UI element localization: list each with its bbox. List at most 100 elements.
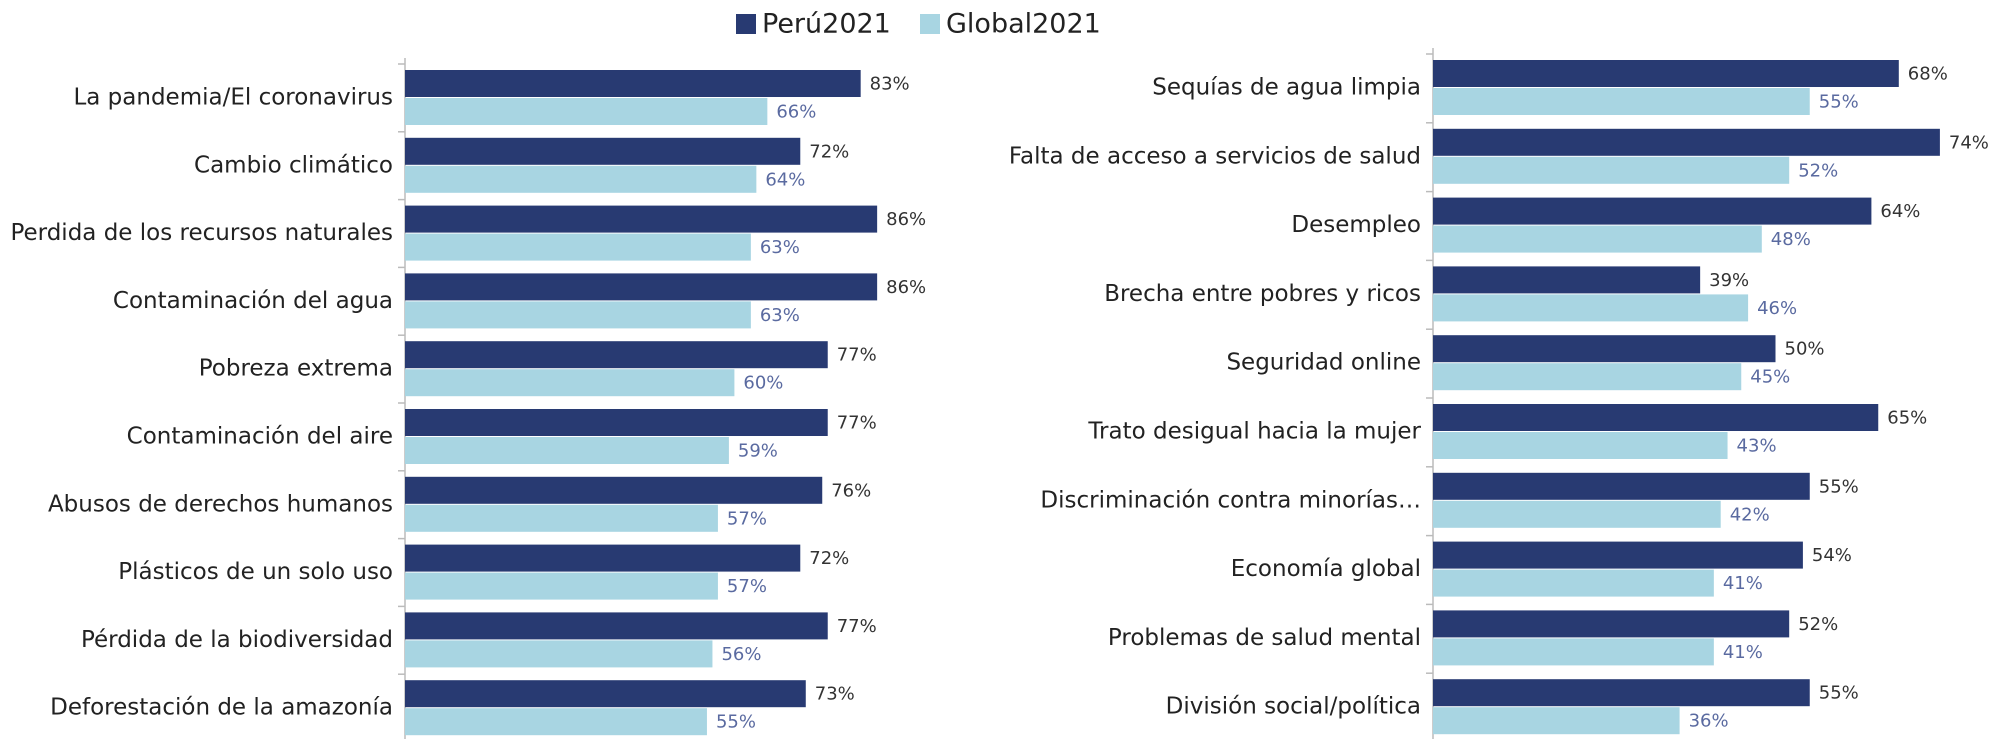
bar	[405, 708, 707, 736]
value-label: 86%	[886, 209, 926, 230]
category-label: Desempleo	[1291, 212, 1421, 238]
bar	[1433, 363, 1742, 391]
bar	[1433, 569, 1714, 597]
category-label: Contaminación del agua	[113, 288, 393, 314]
value-label: 57%	[727, 508, 767, 529]
bar	[1433, 294, 1749, 322]
bar	[405, 98, 768, 125]
legend-swatch	[736, 14, 756, 34]
value-label: 46%	[1757, 298, 1797, 319]
bar	[1433, 128, 1940, 156]
legend-swatch	[920, 14, 940, 34]
value-label: 64%	[1880, 201, 1920, 222]
value-label: 86%	[886, 277, 926, 298]
value-label: 52%	[1798, 614, 1838, 635]
category-label: Deforestación de la amazonía	[50, 695, 393, 721]
bar	[1433, 472, 1810, 500]
bar	[405, 70, 861, 97]
bar	[405, 233, 751, 261]
bar	[405, 680, 806, 708]
value-label: 42%	[1730, 504, 1770, 525]
value-label: 50%	[1785, 339, 1825, 360]
category-label: Contaminación del aire	[127, 424, 393, 450]
category-label: Plásticos de un solo uso	[118, 559, 393, 585]
category-label: Sequías de agua limpia	[1152, 75, 1421, 101]
bar	[405, 572, 718, 600]
bar	[1433, 432, 1728, 459]
bar	[405, 437, 729, 464]
category-label: Abusos de derechos humanos	[48, 491, 393, 517]
bar	[405, 301, 751, 329]
value-label: 74%	[1949, 132, 1989, 153]
value-label: 63%	[760, 237, 800, 258]
category-label: La pandemia/El coronavirus	[73, 85, 393, 111]
category-label: Falta de acceso a servicios de salud	[1009, 143, 1421, 169]
bar	[1433, 500, 1721, 528]
category-label: Pérdida de la biodiversidad	[81, 627, 393, 653]
category-label: Brecha entre pobres y ricos	[1104, 281, 1421, 307]
bar	[1433, 266, 1701, 294]
value-label: 41%	[1723, 642, 1763, 663]
bar	[405, 612, 828, 640]
category-label: Problemas de salud mental	[1108, 625, 1421, 651]
value-label: 59%	[738, 441, 778, 462]
category-label: Seguridad online	[1226, 350, 1421, 376]
bar	[405, 640, 713, 668]
bar	[405, 341, 828, 369]
bar	[405, 409, 828, 436]
value-label: 45%	[1750, 367, 1790, 388]
value-label: 55%	[716, 712, 756, 733]
bar	[1433, 638, 1714, 666]
value-label: 55%	[1819, 683, 1859, 704]
bar	[405, 165, 757, 193]
value-label: 83%	[870, 74, 910, 95]
category-label: Discriminación contra minorías…	[1040, 487, 1421, 513]
value-label: 56%	[721, 644, 761, 665]
value-label: 54%	[1812, 545, 1852, 566]
value-label: 63%	[760, 305, 800, 326]
value-label: 77%	[837, 616, 877, 637]
category-label: División social/política	[1166, 694, 1421, 720]
value-label: 76%	[831, 480, 871, 501]
bar	[405, 544, 801, 572]
value-label: 64%	[765, 169, 805, 190]
bar	[405, 205, 878, 233]
bar	[1433, 707, 1680, 735]
bar	[405, 476, 823, 504]
value-label: 68%	[1908, 64, 1948, 85]
category-label: Pobreza extrema	[199, 356, 393, 382]
category-label: Perdida de los recursos naturales	[10, 220, 393, 246]
value-label: 77%	[837, 345, 877, 366]
bar	[405, 369, 735, 397]
value-label: 77%	[837, 413, 877, 434]
value-label: 36%	[1689, 711, 1729, 732]
category-label: Economía global	[1231, 556, 1421, 582]
value-label: 52%	[1798, 160, 1838, 181]
bar	[1433, 60, 1899, 87]
bar	[1433, 197, 1872, 225]
bar	[405, 273, 878, 301]
value-label: 72%	[809, 548, 849, 569]
bar	[1433, 156, 1790, 184]
value-label: 48%	[1771, 229, 1811, 250]
bar	[1433, 404, 1879, 431]
value-label: 66%	[776, 102, 816, 123]
bar	[1433, 679, 1810, 707]
bar	[1433, 541, 1803, 569]
bar	[1433, 610, 1790, 638]
value-label: 65%	[1887, 408, 1927, 429]
value-label: 72%	[809, 141, 849, 162]
legend-label: Perú2021	[762, 9, 891, 40]
legend-label: Global2021	[946, 9, 1101, 40]
category-label: Trato desigual hacia la mujer	[1087, 419, 1421, 445]
bar	[405, 504, 718, 532]
value-label: 41%	[1723, 573, 1763, 594]
value-label: 57%	[727, 576, 767, 597]
bar	[405, 137, 801, 165]
category-label: Cambio climático	[194, 152, 393, 178]
value-label: 55%	[1819, 476, 1859, 497]
value-label: 43%	[1737, 436, 1777, 457]
bar	[1433, 335, 1776, 363]
